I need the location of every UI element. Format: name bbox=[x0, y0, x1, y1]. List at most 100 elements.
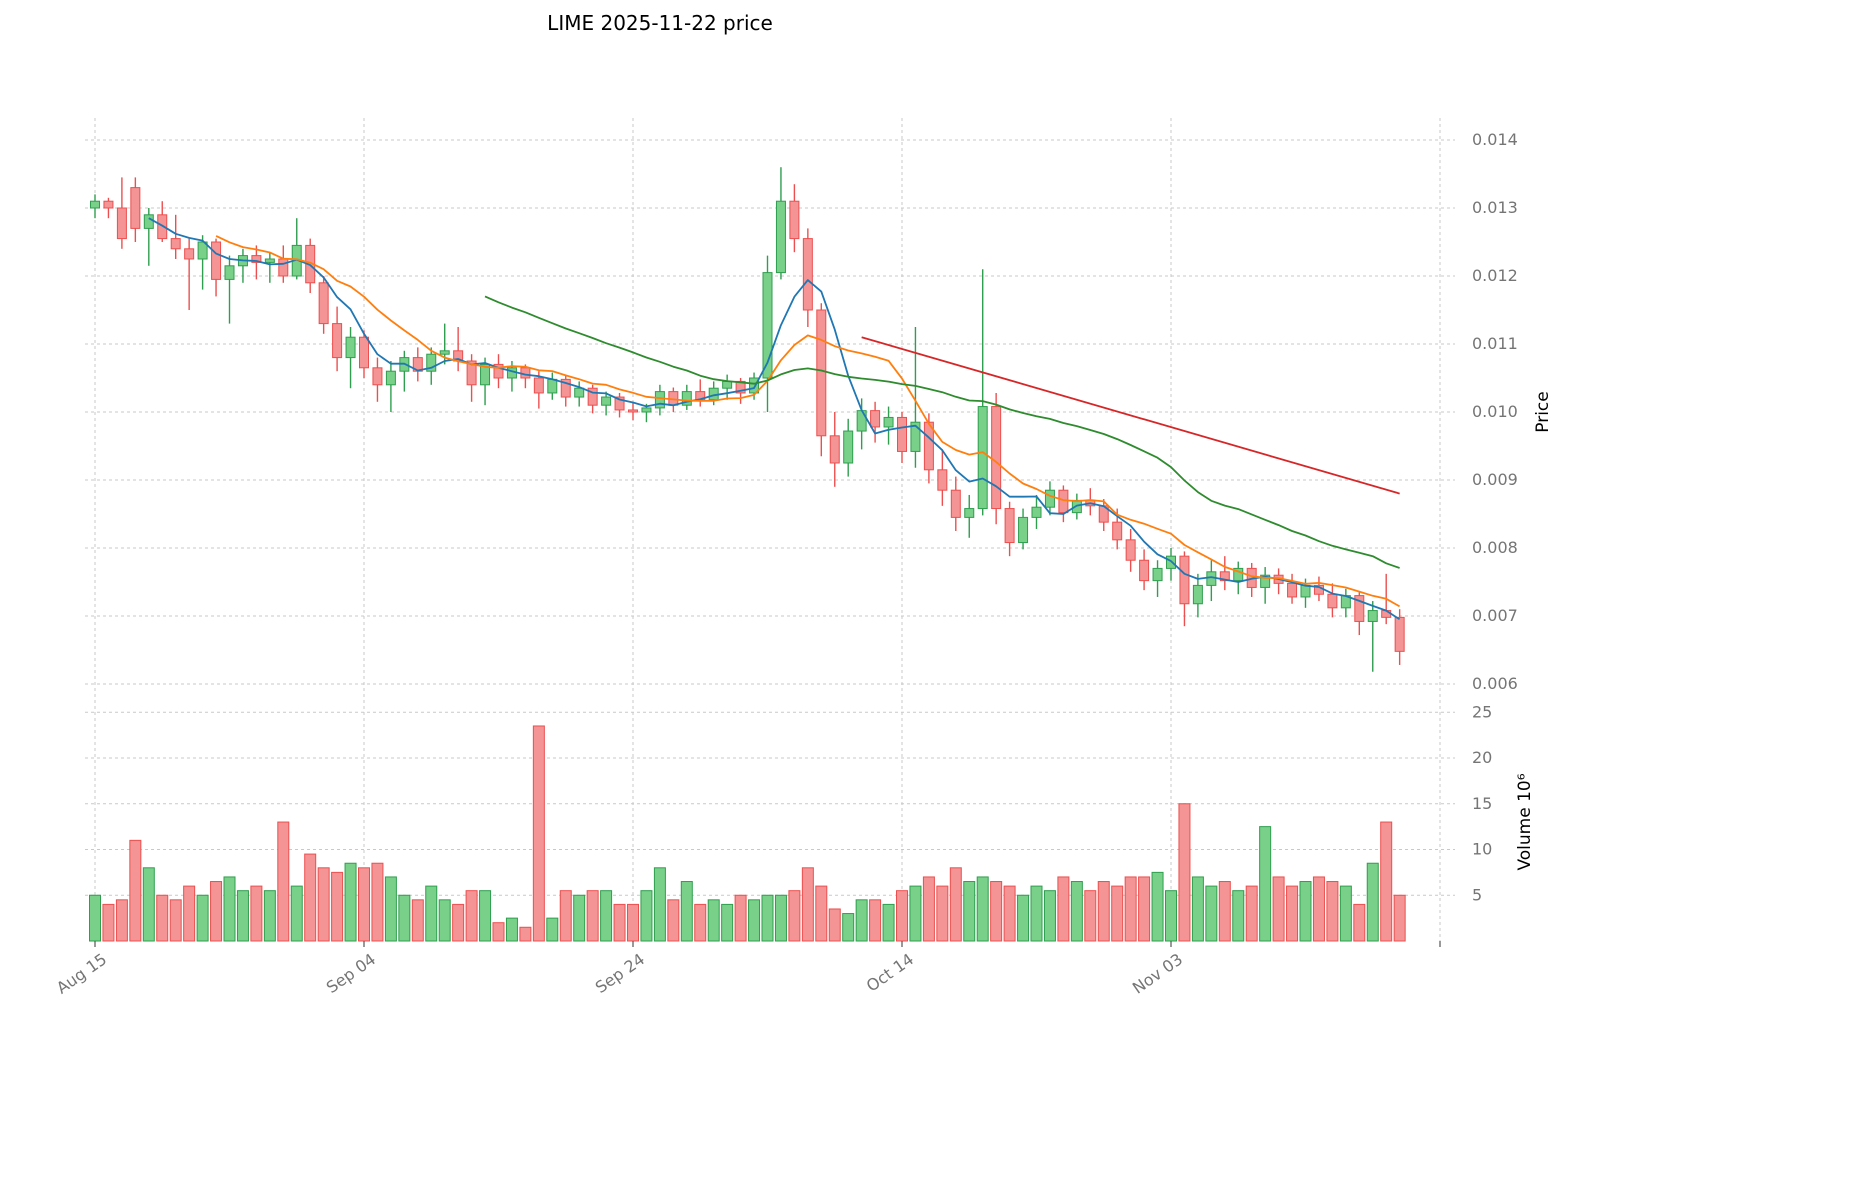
candle bbox=[910, 327, 921, 468]
volume-bar bbox=[613, 903, 626, 942]
candle-body bbox=[1192, 584, 1203, 605]
candles-layer bbox=[90, 167, 1405, 672]
volume-bar bbox=[1312, 876, 1325, 942]
candle-body bbox=[1260, 574, 1271, 588]
volume-bar bbox=[640, 890, 653, 942]
volume-bar bbox=[896, 890, 908, 942]
volume-bar bbox=[1366, 862, 1379, 942]
candle bbox=[359, 330, 369, 378]
candle-body bbox=[574, 387, 585, 398]
volume-bar bbox=[949, 867, 962, 942]
candle bbox=[964, 494, 975, 538]
volume-bar bbox=[142, 867, 155, 942]
volume-bar bbox=[1003, 885, 1016, 942]
volume-bar bbox=[465, 890, 478, 942]
candle-body bbox=[533, 377, 544, 394]
candle bbox=[1018, 508, 1029, 550]
candle-body bbox=[116, 207, 127, 240]
candle-body bbox=[1354, 595, 1365, 622]
candle-body bbox=[1125, 539, 1136, 561]
candle-body bbox=[1394, 616, 1405, 652]
price-tick-label: 0.010 bbox=[1472, 402, 1518, 421]
volume-bar bbox=[559, 890, 572, 942]
price-tick-label: 0.008 bbox=[1472, 538, 1518, 557]
volume-bar bbox=[922, 876, 935, 942]
volume-bar bbox=[371, 862, 384, 942]
candle bbox=[1340, 588, 1351, 618]
price-tick-label: 0.013 bbox=[1472, 198, 1518, 217]
volume-bar bbox=[815, 885, 828, 942]
candle-body bbox=[385, 370, 396, 386]
candle bbox=[802, 228, 813, 327]
candle bbox=[345, 327, 356, 389]
candle bbox=[533, 371, 544, 409]
candle bbox=[332, 306, 343, 372]
candle-body bbox=[964, 508, 975, 518]
volume-bar bbox=[304, 853, 317, 942]
volume-bar bbox=[680, 881, 693, 942]
candle bbox=[412, 347, 423, 382]
candle-body bbox=[628, 409, 638, 413]
candle bbox=[843, 418, 854, 477]
volume-bar bbox=[358, 867, 370, 942]
candle bbox=[224, 255, 235, 324]
volume-bar bbox=[1165, 890, 1177, 942]
volume-bar bbox=[479, 890, 492, 942]
volume-bar bbox=[183, 885, 196, 942]
candle-body bbox=[843, 430, 854, 464]
candle bbox=[829, 412, 840, 487]
volume-bar bbox=[627, 903, 639, 942]
candle bbox=[466, 354, 477, 402]
volume-bar bbox=[1205, 885, 1218, 942]
candle bbox=[197, 235, 208, 290]
candle-body bbox=[722, 380, 733, 389]
x-tick-label: Aug 15 bbox=[53, 950, 110, 998]
volume-bar bbox=[344, 862, 357, 942]
candle-body bbox=[197, 241, 208, 260]
volume-bar bbox=[1057, 876, 1070, 942]
candle-body bbox=[1112, 521, 1123, 541]
volume-bar bbox=[882, 903, 895, 942]
volume-bar bbox=[1043, 890, 1056, 942]
candle bbox=[681, 384, 692, 410]
candle-body bbox=[1233, 567, 1244, 582]
candle bbox=[372, 357, 383, 402]
ma-mid-line bbox=[215, 235, 1401, 608]
volume-bar bbox=[653, 867, 666, 942]
candle bbox=[1327, 583, 1338, 618]
price-tick-label: 0.014 bbox=[1472, 130, 1518, 149]
candle-body bbox=[359, 336, 369, 369]
candle-body bbox=[829, 435, 840, 464]
candle-body bbox=[870, 410, 881, 428]
candle bbox=[977, 269, 988, 516]
volume-bar bbox=[1286, 885, 1299, 942]
candle-body bbox=[211, 241, 222, 280]
candle bbox=[143, 208, 154, 266]
volume-bar bbox=[1353, 903, 1366, 942]
candle-body bbox=[910, 421, 921, 452]
volume-bar bbox=[761, 894, 774, 942]
volume-bar bbox=[976, 876, 989, 942]
candle-body bbox=[897, 416, 907, 452]
candle bbox=[1206, 560, 1217, 602]
volume-bar bbox=[694, 903, 707, 942]
volume-bar bbox=[1097, 881, 1110, 942]
candle-body bbox=[332, 323, 343, 359]
candle bbox=[1044, 481, 1055, 516]
volume-tick-label: 25 bbox=[1472, 702, 1492, 721]
candle bbox=[1125, 528, 1136, 572]
x-tick-marks-layer bbox=[94, 941, 1441, 947]
candle bbox=[291, 218, 302, 280]
volume-bar bbox=[1138, 876, 1151, 942]
volume-bar bbox=[842, 913, 855, 942]
volume-bar bbox=[828, 908, 841, 942]
candle bbox=[695, 379, 706, 407]
volume-bar bbox=[1151, 871, 1164, 942]
candle bbox=[157, 201, 168, 242]
candle bbox=[1085, 488, 1096, 516]
candle-body bbox=[1058, 489, 1069, 514]
candle-body bbox=[950, 489, 961, 518]
x-tick-label: Sep 24 bbox=[592, 950, 648, 997]
ma-fast-line bbox=[148, 217, 1401, 621]
